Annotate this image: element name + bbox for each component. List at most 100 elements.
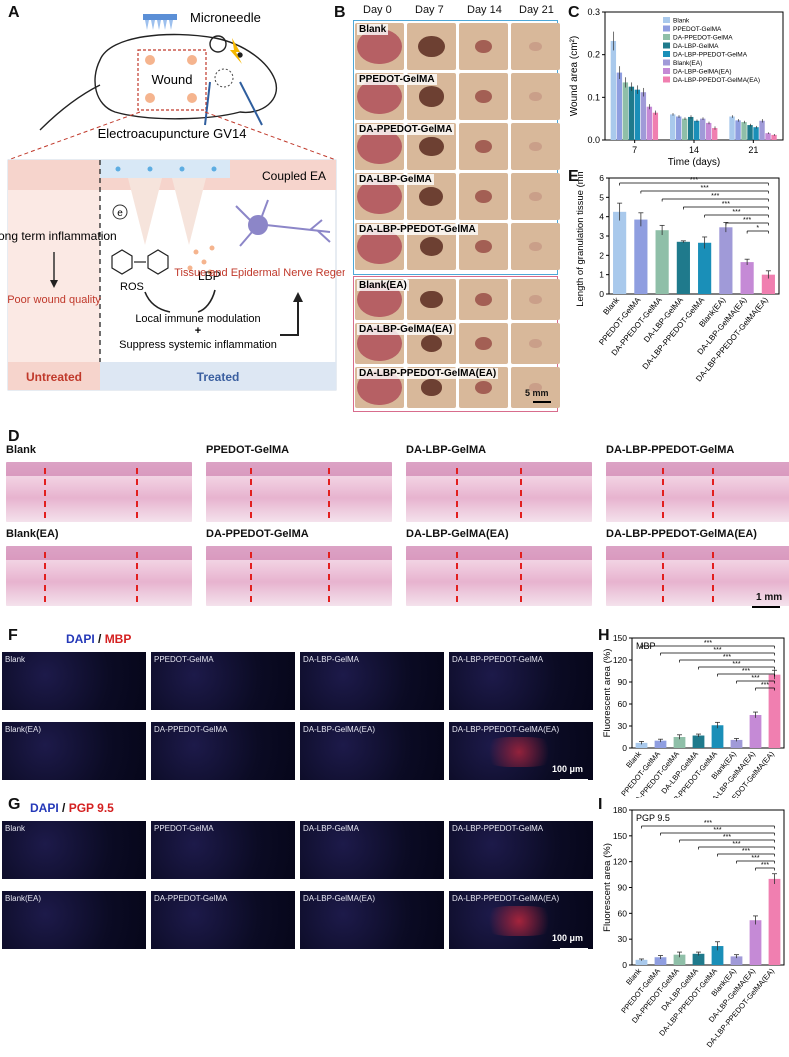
if-label: DA-PPEDOT-GelMA bbox=[154, 894, 228, 903]
if-label: Blank(EA) bbox=[5, 894, 42, 903]
scale-bar bbox=[752, 606, 780, 608]
legend-swatch bbox=[663, 42, 670, 49]
group-label: DA-LBP-PPEDOT-GelMA bbox=[357, 224, 478, 235]
significance-label: *** bbox=[713, 827, 721, 834]
if-image: Blank(EA) bbox=[2, 891, 146, 949]
legend-label: DA-LBP-GelMA(EA) bbox=[673, 69, 732, 76]
if-pgp-grid: Blank PPEDOT-GelMA DA-LBP-GelMA DA-LBP-PPED… bbox=[0, 817, 600, 952]
significance-label: *** bbox=[732, 661, 740, 668]
y-tick-label: 150 bbox=[613, 831, 627, 841]
histo-label: DA-LBP-GelMA bbox=[406, 444, 487, 456]
untreated-label: Untreated bbox=[26, 370, 82, 384]
bar bbox=[711, 946, 724, 965]
y-tick-label: 4 bbox=[599, 212, 604, 222]
wound-label: Wound bbox=[152, 72, 193, 87]
histology-image bbox=[6, 462, 192, 522]
significance-label: *** bbox=[690, 177, 698, 184]
if-image: DA-LBP-GelMA(EA) bbox=[300, 891, 444, 949]
panel-label-c: C bbox=[568, 4, 580, 21]
bar bbox=[749, 715, 762, 748]
day-label: Day 21 bbox=[519, 4, 554, 16]
acupoint-circle bbox=[214, 68, 234, 88]
bar bbox=[694, 120, 700, 140]
histo-label: DA-LBP-GelMA(EA) bbox=[406, 528, 509, 540]
regen-label: Tissue and Epidermal Nerve Regeneration bbox=[174, 267, 345, 279]
y-tick-label: 0.2 bbox=[587, 50, 600, 60]
untreated-footer bbox=[8, 362, 100, 390]
legend-swatch bbox=[663, 59, 670, 66]
x-tick-label: 21 bbox=[748, 145, 758, 155]
wound-spot bbox=[529, 41, 542, 52]
panel-label-a: A bbox=[8, 4, 20, 21]
wound-edge-left bbox=[44, 468, 46, 518]
scale-label: 1 mm bbox=[756, 592, 783, 603]
legend-swatch bbox=[663, 68, 670, 74]
suppress-label: Suppress systemic inflammation bbox=[119, 339, 277, 351]
if-label: DA-LBP-GelMA(EA) bbox=[303, 894, 376, 903]
if-label: PPEDOT-GelMA bbox=[154, 655, 214, 664]
legend-label: DA-LBP-PPEDOT-GelMA bbox=[673, 52, 748, 59]
wound-spot bbox=[529, 338, 542, 349]
if-label: DA-LBP-PPEDOT-GelMA bbox=[452, 655, 544, 664]
zoom-line-left bbox=[7, 111, 141, 161]
significance-label: *** bbox=[761, 862, 769, 869]
histology-image bbox=[406, 462, 592, 522]
bar bbox=[729, 116, 735, 140]
ros-label: ROS bbox=[120, 281, 144, 293]
if-image: DA-LBP-GelMA(EA) bbox=[300, 722, 444, 780]
bar bbox=[635, 742, 648, 748]
bar bbox=[613, 211, 627, 294]
treated-label: Treated bbox=[197, 370, 240, 384]
bar bbox=[692, 953, 705, 965]
histology-image bbox=[606, 462, 789, 522]
if-label: DA-LBP-PPEDOT-GelMA(EA) bbox=[452, 725, 560, 734]
wound-spot bbox=[529, 141, 542, 152]
electrode-left bbox=[204, 81, 211, 126]
wound-edge-right bbox=[328, 552, 330, 602]
wound-edge-right bbox=[520, 552, 522, 602]
bar bbox=[712, 128, 718, 140]
wound-photo bbox=[511, 279, 560, 320]
bar bbox=[610, 41, 617, 140]
arrowhead-up bbox=[293, 292, 303, 302]
bar bbox=[616, 72, 623, 140]
wound-photo bbox=[511, 223, 560, 270]
bar bbox=[676, 116, 682, 140]
group-label: Blank(EA) bbox=[357, 280, 409, 291]
y-tick-label: 0.1 bbox=[587, 92, 600, 102]
if-image: PPEDOT-GelMA bbox=[151, 652, 295, 710]
wound-spot bbox=[420, 290, 443, 309]
arrowhead-left bbox=[50, 280, 58, 288]
bar bbox=[673, 737, 686, 748]
wound-spot bbox=[474, 189, 493, 204]
y-tick-label: 120 bbox=[613, 857, 627, 867]
wound-edge-right bbox=[520, 468, 522, 518]
wound-photo bbox=[459, 323, 508, 364]
wound-spot bbox=[474, 39, 493, 54]
wound-edge-left bbox=[44, 552, 46, 602]
wound-photo bbox=[407, 279, 456, 320]
scale-label: 5 mm bbox=[525, 388, 549, 398]
histology-image bbox=[606, 546, 789, 606]
bar bbox=[698, 242, 712, 294]
wound-photo bbox=[459, 279, 508, 320]
lbp-dots bbox=[187, 245, 215, 275]
group-label: DA-LBP-GelMA(EA) bbox=[357, 324, 455, 335]
histology-grid: Blank PPEDOT-GelMA DA-LBP-GelMA DA-LBP-PPED… bbox=[0, 444, 789, 614]
wound-edge-left bbox=[662, 468, 664, 518]
if-label: DA-LBP-GelMA bbox=[303, 824, 360, 833]
wound-spot bbox=[529, 191, 542, 202]
if-image: Blank(EA) bbox=[2, 722, 146, 780]
pgp-label: PGP 9.5 bbox=[68, 801, 114, 815]
wound-spot bbox=[420, 335, 443, 352]
panel-label-d: D bbox=[8, 428, 20, 445]
group-label: DA-PPEDOT-GelMA bbox=[357, 124, 455, 135]
if-label: DA-LBP-GelMA(EA) bbox=[303, 725, 376, 734]
significance-label: *** bbox=[732, 209, 740, 216]
y-tick-label: 0 bbox=[599, 289, 604, 299]
wound-photo bbox=[459, 173, 508, 220]
chart-c: 0.0 0.1 0.2 0.3 Wound area (cm²) 7 14 21 Time (d… bbox=[569, 8, 784, 168]
bar bbox=[741, 122, 747, 140]
y-tick-label: 90 bbox=[618, 883, 628, 893]
